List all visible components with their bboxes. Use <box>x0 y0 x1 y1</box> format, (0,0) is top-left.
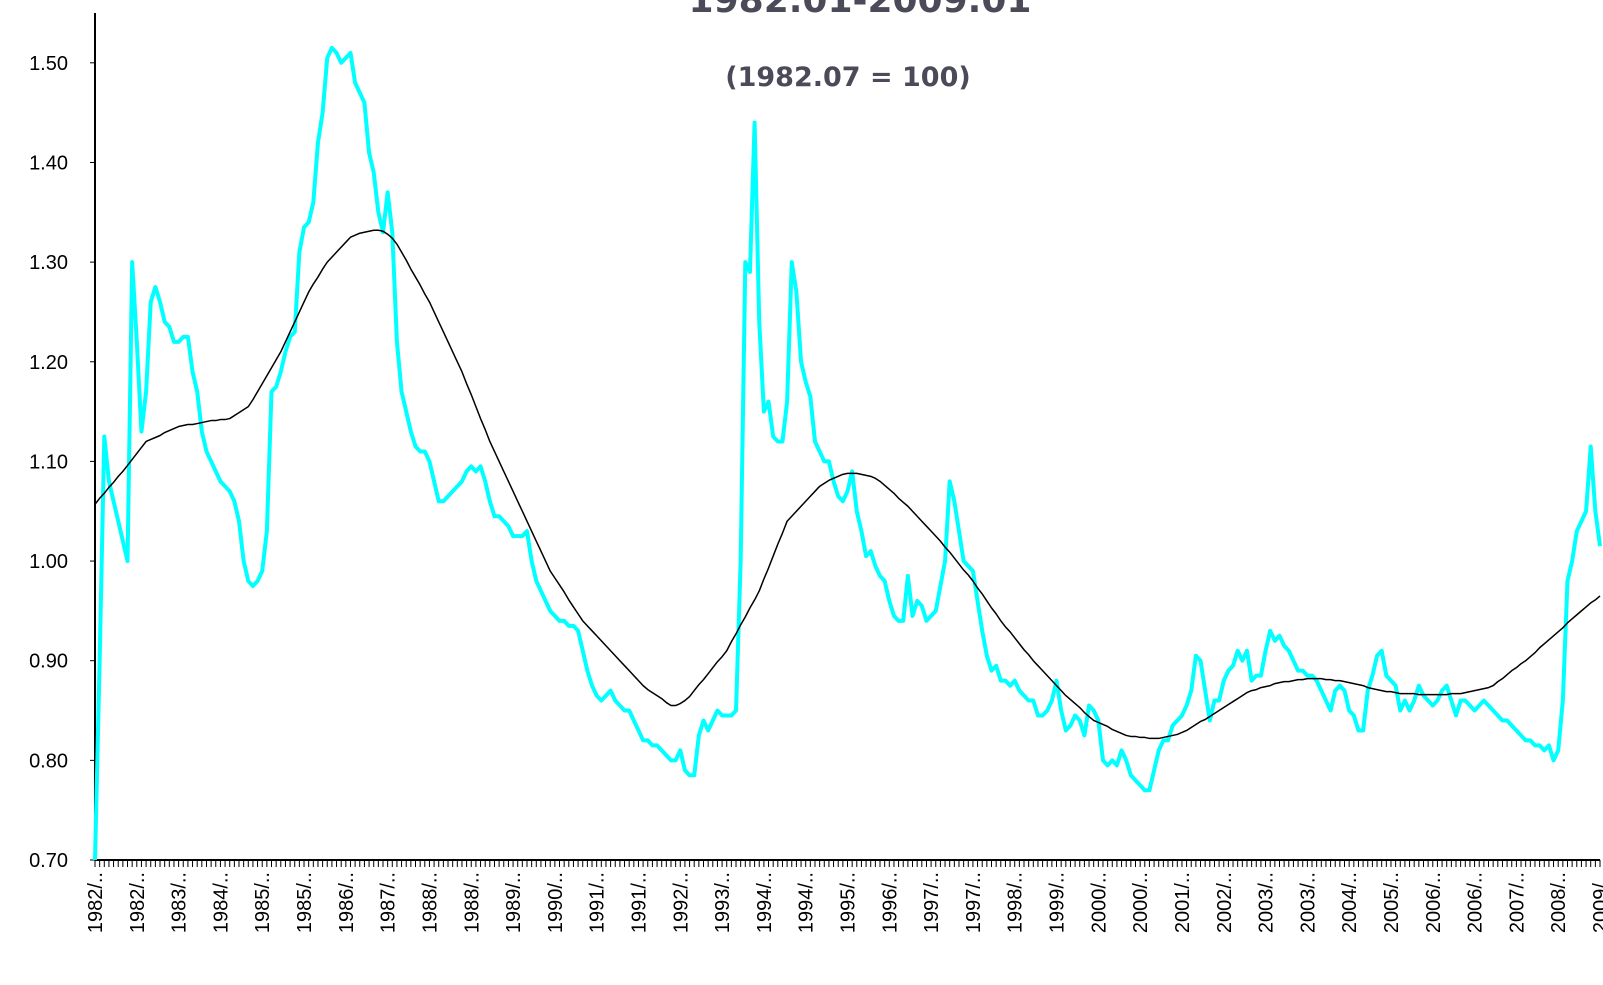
x-tick-label: 1989/.. <box>503 872 525 933</box>
x-tick-label: 1996/.. <box>879 872 901 933</box>
x-tick-label: 1982/.. <box>127 872 149 933</box>
x-tick-label: 1993/.. <box>712 872 734 933</box>
x-tick-label: 1991/.. <box>587 872 609 933</box>
y-tick-label: 0.70 <box>29 850 68 872</box>
x-tick-label: 2008/.. <box>1548 872 1570 933</box>
x-tick-label: 1988/.. <box>419 872 441 933</box>
x-tick-label: 1985/.. <box>294 872 316 933</box>
series-line <box>94 229 1601 740</box>
y-tick-label: 1.30 <box>29 252 68 274</box>
x-tick-label: 2006/.. <box>1465 872 1487 933</box>
x-tick-label: 1984/.. <box>210 872 232 933</box>
x-tick-label: 1992/.. <box>670 872 692 933</box>
chart-title: 1982.01-2009.01 <box>689 0 1032 21</box>
x-tick-label: 1987/.. <box>378 872 400 933</box>
x-tick-label: 2004/.. <box>1339 872 1361 933</box>
x-tick-label: 1998/.. <box>1005 872 1027 933</box>
x-tick-label: 2003/.. <box>1297 872 1319 933</box>
chart-subtitle: (1982.07 = 100) <box>725 62 970 93</box>
x-tick-label: 1988/.. <box>461 872 483 933</box>
x-tick-label: 2001/.. <box>1172 872 1194 933</box>
y-tick-label: 0.90 <box>29 651 68 673</box>
x-tick-label: 1997/.. <box>921 872 943 933</box>
x-tick-label: 2007/.. <box>1506 872 1528 933</box>
x-tick-label: 1994/.. <box>796 872 818 933</box>
x-tick-label: 2003/.. <box>1256 872 1278 933</box>
x-tick-label: 2000/.. <box>1130 872 1152 933</box>
x-tick-label: 1999/.. <box>1047 872 1069 933</box>
x-tick-label: 2006/.. <box>1423 872 1445 933</box>
x-tick-label: 1982/.. <box>85 872 107 933</box>
y-tick-label: 1.50 <box>29 53 68 75</box>
y-tick-label: 1.20 <box>29 352 68 374</box>
y-tick-label: 0.80 <box>29 750 68 772</box>
x-tick-label: 1986/.. <box>336 872 358 933</box>
x-tick-label: 1995/.. <box>838 872 860 933</box>
x-tick-label: 2005/.. <box>1381 872 1403 933</box>
x-tick-label: 1994/.. <box>754 872 776 933</box>
x-tick-label: 1990/.. <box>545 872 567 933</box>
y-tick-label: 1.00 <box>29 551 68 573</box>
x-tick-label: 2002/.. <box>1214 872 1236 933</box>
series-line <box>93 45 1602 861</box>
x-tick-label: 2009/.. <box>1590 872 1603 933</box>
x-tick-label: 1985/.. <box>252 872 274 933</box>
y-tick-label: 1.10 <box>29 451 68 473</box>
x-tick-label: 1991/.. <box>628 872 650 933</box>
x-tick-label: 1997/.. <box>963 872 985 933</box>
x-tick-label: 1983/.. <box>169 872 191 933</box>
y-tick-label: 1.40 <box>29 152 68 174</box>
x-tick-label: 2000/.. <box>1088 872 1110 933</box>
